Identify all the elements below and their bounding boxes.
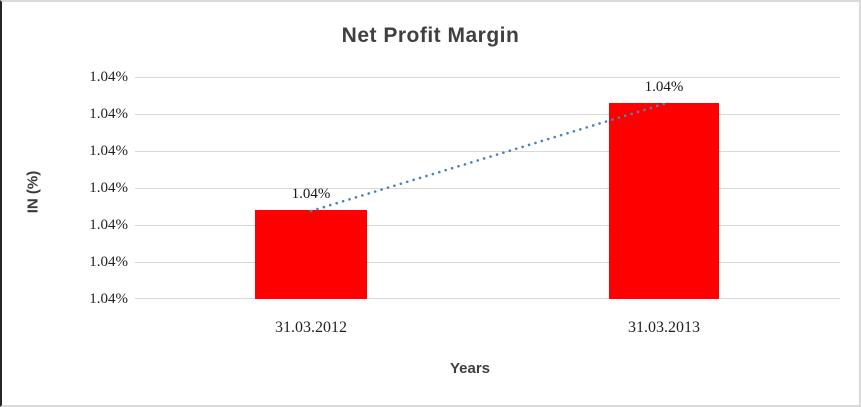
data-label-2012: 1.04%	[291, 186, 331, 202]
x-tick-label-2013: 31.03.2013	[628, 319, 700, 336]
gridline	[135, 188, 840, 189]
bar-31-03-2012	[255, 210, 367, 299]
gridline	[135, 225, 840, 226]
y-tick-label: 1.04%	[89, 69, 128, 85]
gridline	[135, 262, 840, 263]
y-tick-label: 1.04%	[89, 143, 128, 159]
x-axis-title: Years	[449, 360, 491, 377]
y-tick-label: 1.04%	[89, 106, 128, 122]
x-tick-label-2012: 31.03.2012	[275, 319, 347, 336]
data-label-2013: 1.04%	[644, 79, 684, 95]
y-tick-label: 1.04%	[89, 291, 128, 307]
y-tick-label: 1.04%	[89, 254, 128, 270]
bar-31-03-2013	[609, 103, 719, 299]
chart-title: Net Profit Margin	[341, 24, 520, 47]
y-tick-label: 1.04%	[89, 217, 128, 233]
gridline	[135, 114, 840, 115]
plot-area: 1.04% 1.04%	[135, 77, 840, 299]
gridline	[135, 77, 840, 78]
y-axis-title: IN (%)	[24, 170, 42, 214]
y-tick-label: 1.04%	[89, 180, 128, 196]
x-axis-line	[135, 298, 840, 299]
gridline	[135, 151, 840, 152]
trendline	[309, 102, 666, 213]
